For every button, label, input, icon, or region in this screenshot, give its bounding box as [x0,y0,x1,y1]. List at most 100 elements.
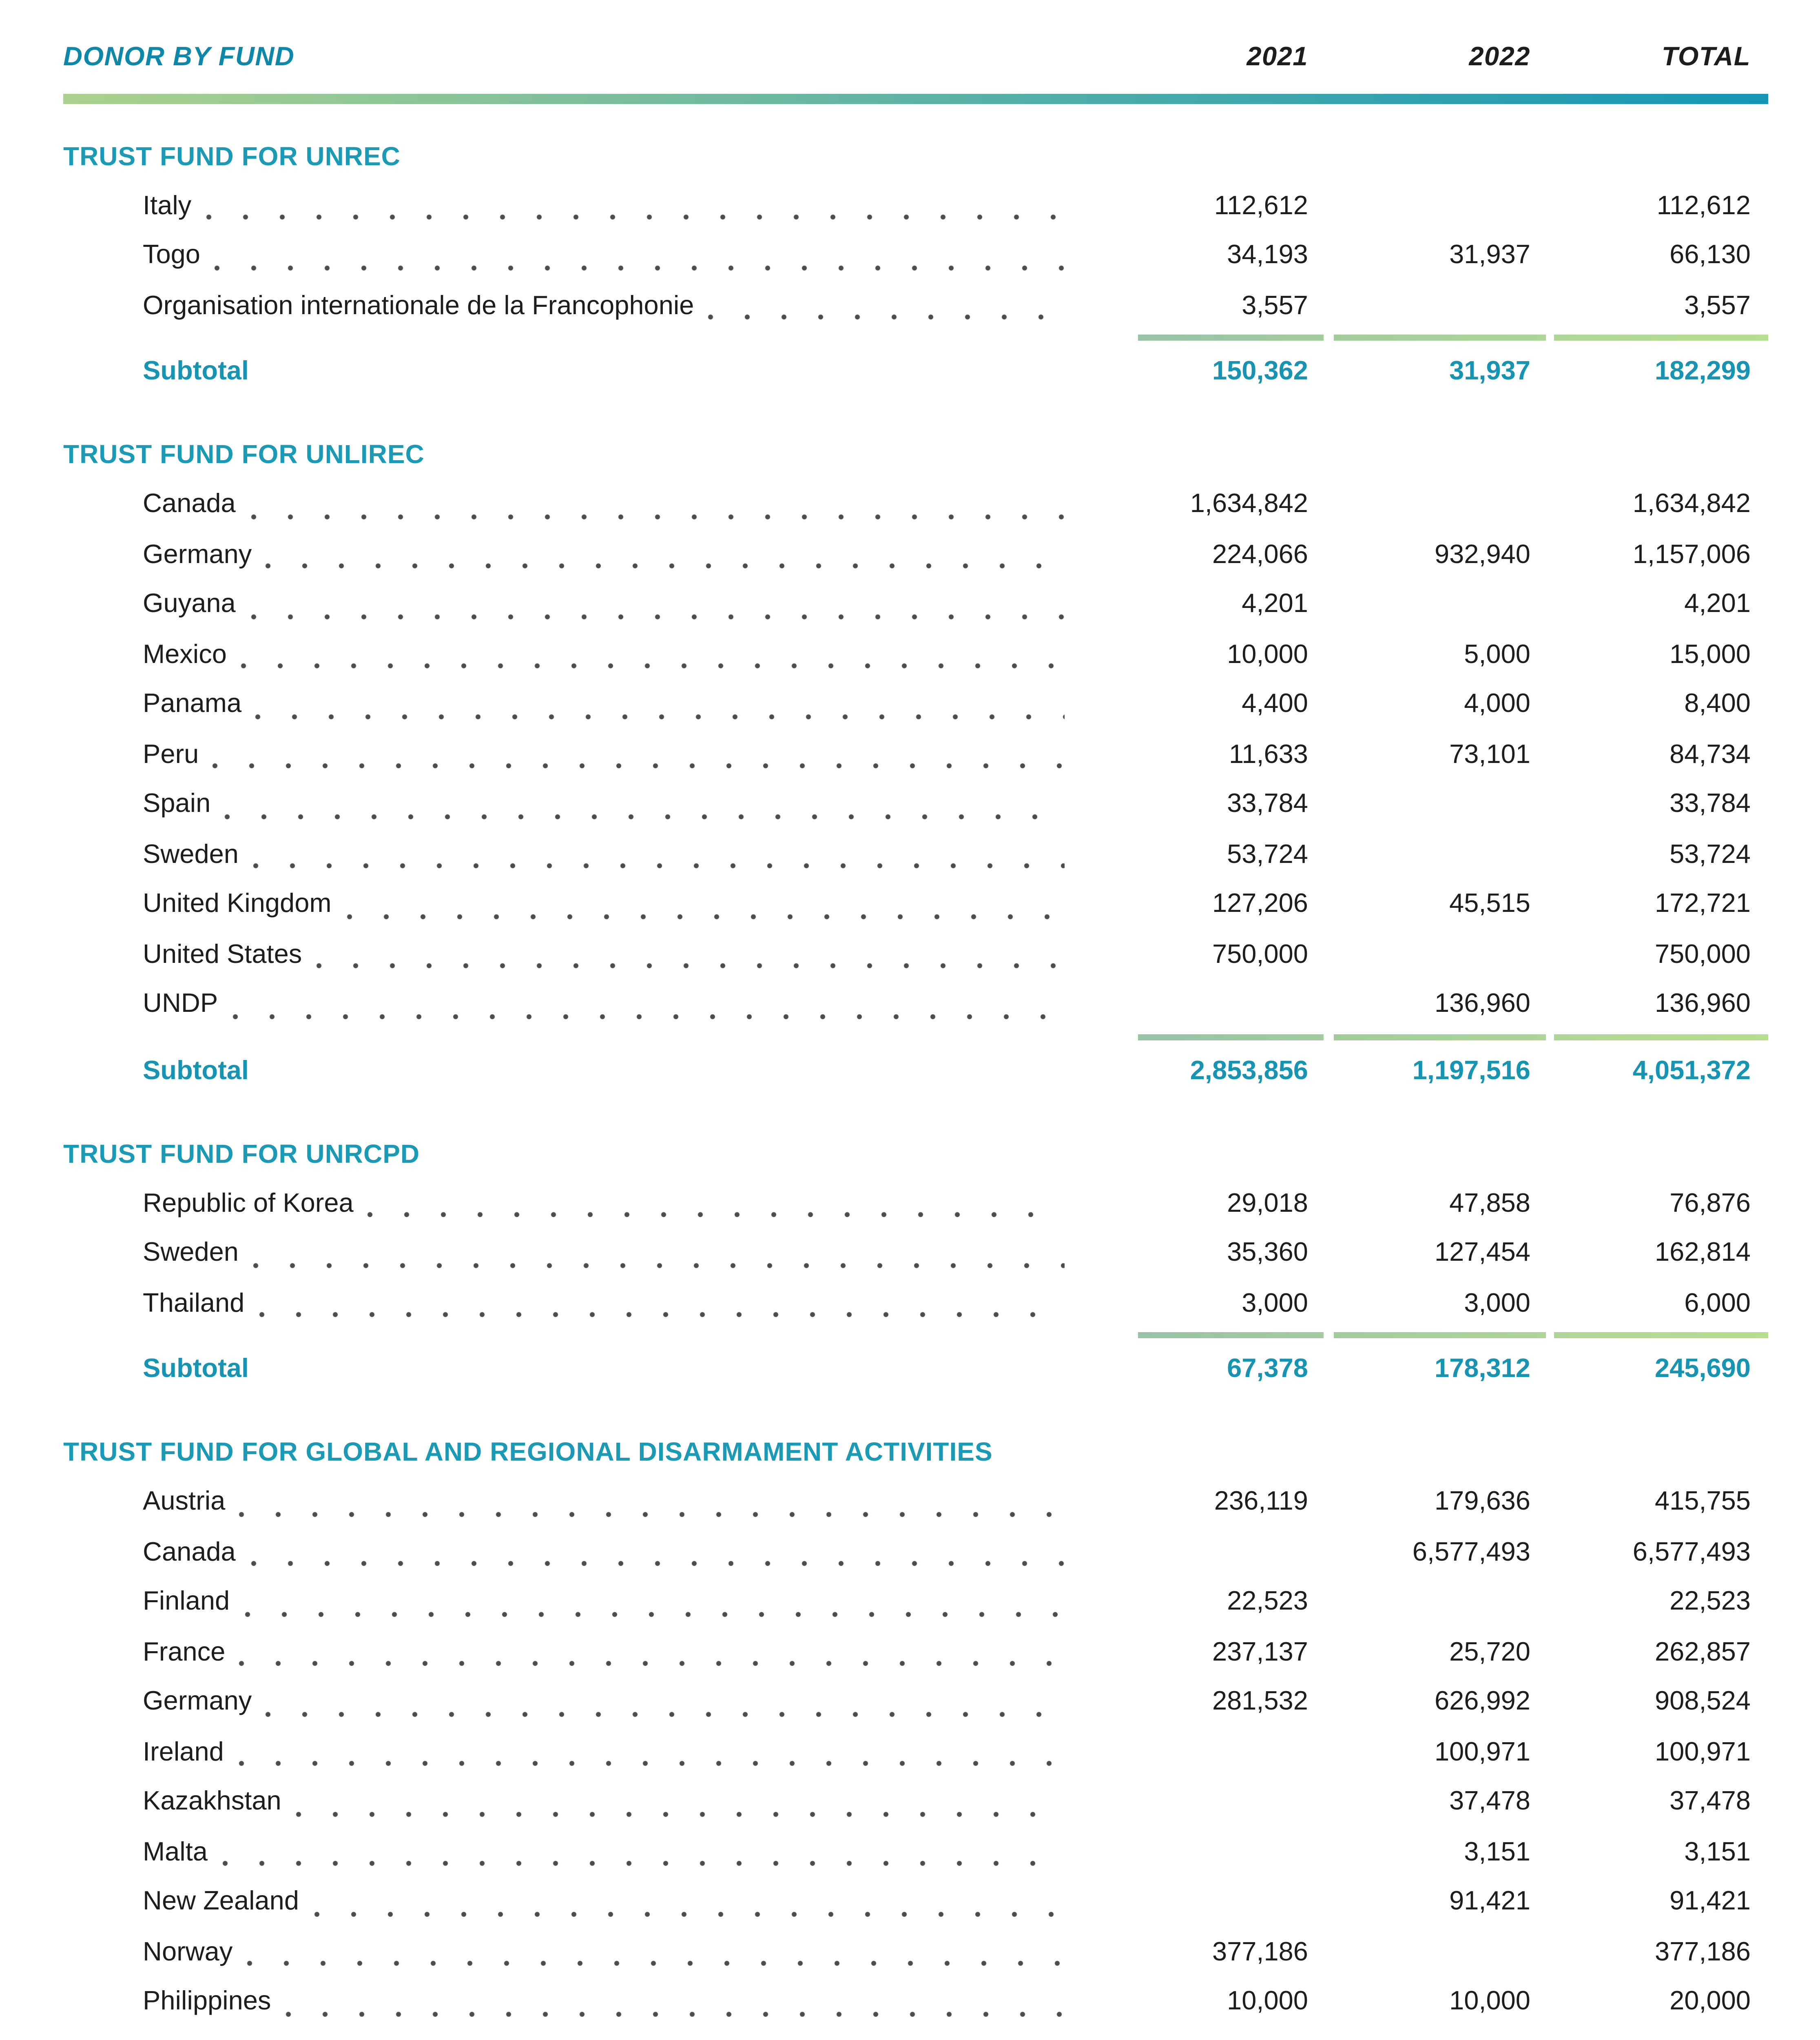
fund-section: TRUST FUND FOR UNREC Italy 112,612 112,6… [63,132,1769,402]
subtotal-row: Subtotal 2,853,856 1,197,516 4,051,372 [63,1040,1769,1101]
fund-section: TRUST FUND FOR GLOBAL AND REGIONAL DISAR… [63,1428,1769,2040]
dot-leader [250,1561,1065,1567]
donor-rows: Republic of Korea 29,018 47,858 76,876 S… [63,1178,1769,1328]
amount-2022: 10,000 [1449,1985,1530,2016]
subtotal-2021: 67,378 [1227,1353,1308,1384]
donor-row: Kazakhstan 37,478 37,478 [63,1777,1769,1827]
subtotal-total: 245,690 [1654,1353,1751,1384]
donor-name: Thailand [143,1286,245,1317]
donor-name: Spain [143,787,211,818]
donor-row: Sweden 53,724 53,724 [63,829,1769,880]
amount-total: 4,201 [1684,588,1751,619]
donor-row: United Kingdom 127,206 45,515 172,721 [63,879,1769,929]
amount-2022: 485,000 [1324,2027,1547,2040]
amount-2022: 626,992 [1434,1685,1530,1716]
donor-row: Sweden 35,360 127,454 162,814 [63,1228,1769,1278]
amount-total: 1,157,006 [1632,537,1751,568]
amount-2022: 91,421 [1449,1885,1530,1916]
amount-2022: 3,000 [1464,1286,1530,1317]
amount-total: 112,612 [1656,188,1751,220]
subtotal-2021: 2,853,856 [1190,1053,1308,1084]
amount-total: 53,724 [1669,837,1751,868]
amount-2022: 37,478 [1449,1785,1530,1816]
amount-total: 750,000 [1654,937,1751,968]
rule-segment-total [1554,1333,1769,1339]
amount-2022: 932,940 [1434,537,1530,568]
subtotal-rule [63,335,1769,341]
dot-leader [213,763,1065,769]
amount-2021: 4,400 [1242,687,1308,718]
dot-leader [368,1212,1065,1218]
section-title: TRUST FUND FOR UNREC [63,140,401,171]
donor-name: UNDP [143,987,218,1018]
donor-name: Norway [143,1935,233,1966]
dot-leader [266,1710,1065,1717]
amount-2022: 31,937 [1449,239,1530,270]
amount-2022: 25,720 [1449,1635,1530,1666]
donor-name: Republic of Korea [143,2027,354,2040]
amount-total: 136,960 [1654,987,1751,1018]
donor-name: Austria [143,1485,226,1516]
table-header-row: DONOR BY FUND 2021 2022 TOTAL [63,41,1769,94]
amount-2021: 29,018 [1227,1186,1308,1217]
donor-name: New Zealand [143,1885,299,1916]
amount-2021: 3,557 [1242,288,1308,319]
amount-2022: 127,454 [1434,1236,1530,1267]
amount-2021: 224,066 [1212,537,1308,568]
donor-row: Republic of Korea 29,018 47,858 76,876 [63,1178,1769,1228]
dot-leader [206,214,1065,221]
subtotal-label: Subtotal [143,355,249,386]
donor-name: Germany [143,537,252,568]
amount-total: 66,130 [1669,239,1751,270]
dot-leader [313,1910,1065,1917]
subtotal-rule [63,1034,1769,1040]
dot-leader [215,264,1065,271]
donor-row: Canada 1,634,842 1,634,842 [63,479,1769,530]
fund-section: TRUST FUND FOR UNRCPD Republic of Korea … [63,1129,1769,1399]
amount-2021: 10,000 [1227,637,1308,668]
amount-2022: 3,151 [1464,1835,1530,1866]
donor-row: Austria 236,119 179,636 415,755 [63,1477,1769,1527]
amount-total: 908,524 [1654,1685,1751,1716]
donor-row: Malta 3,151 3,151 [63,1827,1769,1877]
donor-row: France 237,137 25,720 262,857 [63,1627,1769,1677]
donor-row: United States 750,000 750,000 [63,929,1769,980]
donor-row: New Zealand 91,421 91,421 [63,1877,1769,1927]
subtotal-label: Subtotal [143,1353,249,1384]
dot-leader [345,913,1065,919]
donor-name: Guyana [143,588,236,619]
rule-segment-2021 [1138,335,1324,341]
dot-leader [239,1661,1065,1667]
amount-2021: 112,612 [1214,188,1308,220]
amount-total: 91,421 [1669,1885,1751,1916]
dot-leader [221,1860,1065,1867]
amount-total: 172,721 [1654,887,1751,918]
donor-name: Panama [143,687,242,718]
amount-total: 33,784 [1669,787,1751,818]
amount-2021: 11,633 [1229,737,1308,768]
donor-name: Peru [143,737,199,768]
dot-leader [225,813,1065,819]
amount-total: 15,000 [1669,637,1751,668]
donor-row: Thailand 3,000 3,000 6,000 [63,1278,1769,1328]
donor-row: Germany 224,066 932,940 1,157,006 [63,530,1769,580]
donor-name: France [143,1635,226,1666]
dot-leader [259,1312,1065,1318]
donor-row: Ireland 100,971 100,971 [63,1727,1769,1777]
amount-2021: 236,119 [1214,1485,1308,1516]
dot-leader [252,863,1065,869]
donor-row: Mexico 10,000 5,000 15,000 [63,630,1769,680]
amount-total: 377,186 [1654,1935,1751,1966]
donor-name: Canada [143,488,236,519]
amount-2021: 34,193 [1227,239,1308,270]
amount-2022: 4,000 [1464,687,1530,718]
column-header-total: TOTAL [1661,41,1751,71]
dot-leader [247,1960,1065,1967]
amount-2022: 45,515 [1449,887,1530,918]
subtotal-row: Subtotal 67,378 178,312 245,690 [63,1338,1769,1399]
donor-name: Kazakhstan [143,1785,281,1816]
rule-segment-total [1554,335,1769,341]
dot-leader [256,713,1065,719]
donor-row: Norway 377,186 377,186 [63,1927,1769,1977]
